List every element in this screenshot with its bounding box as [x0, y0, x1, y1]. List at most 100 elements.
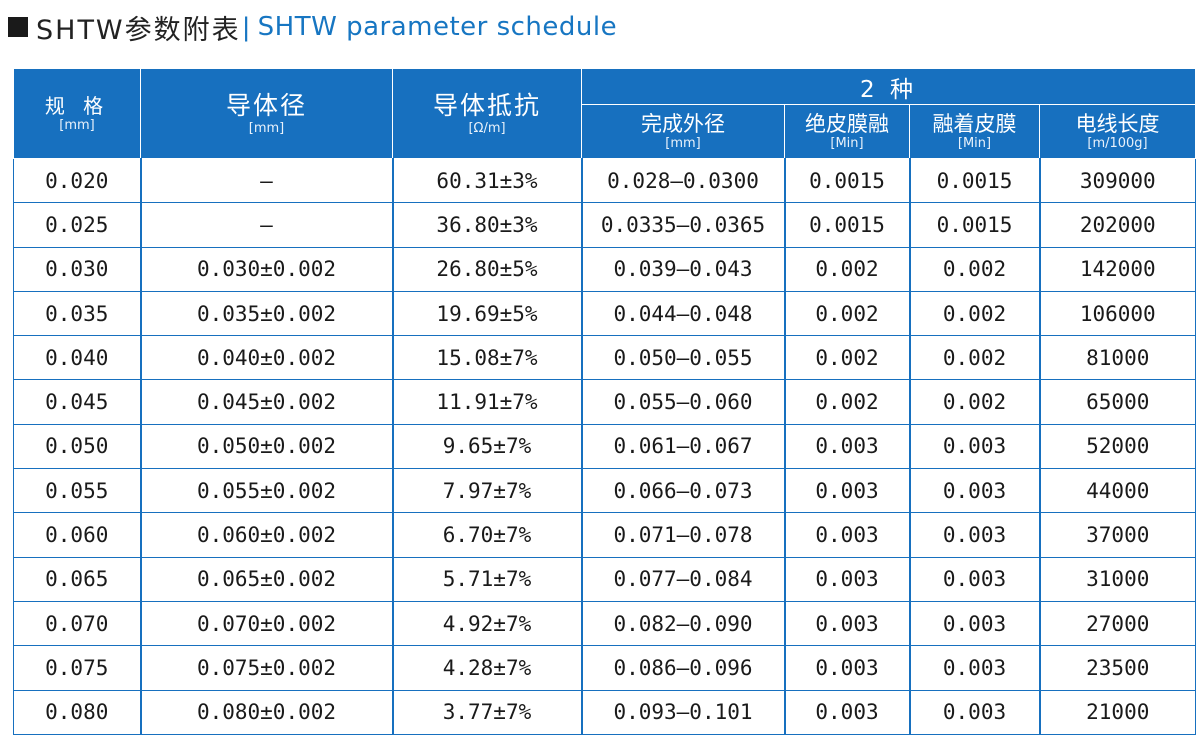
cell-insulation-film: 0.003: [783, 468, 910, 514]
cell-spec: 0.070: [13, 601, 141, 647]
cell-bonding-film: 0.002: [908, 379, 1040, 425]
cell-conductor-resistance: 60.31±3%: [391, 158, 582, 204]
table-row: 0.035 0.035±0.002 19.69±5% 0.044—0.048 0.002…: [13, 291, 1197, 337]
cell-finished-od: 0.066—0.073: [580, 468, 785, 514]
cell-finished-od: 0.039—0.043: [580, 247, 785, 292]
cell-conductor-resistance: 15.08±7%: [391, 335, 582, 381]
cell-conductor-resistance: 19.69±5%: [391, 291, 582, 337]
cell-insulation-film: 0.003: [783, 601, 910, 647]
cell-bonding-film: 0.003: [908, 601, 1040, 647]
cell-spec: 0.075: [13, 645, 141, 691]
square-bullet-icon: [8, 17, 28, 37]
cell-conductor-resistance: 4.28±7%: [391, 645, 582, 691]
cell-bonding-film: 0.0015: [908, 158, 1040, 204]
table-row: 0.045 0.045±0.002 11.91±7% 0.055—0.060 0.002…: [13, 379, 1197, 425]
cell-spec: 0.035: [13, 291, 141, 337]
title-english: SHTW parameter schedule: [257, 12, 618, 42]
parameter-table: 规 格 [mm] 导体径 [mm] 导体抵抗 [Ω/m] 2 种 完成外径 [m…: [13, 68, 1197, 735]
cell-wire-length: 27000: [1038, 601, 1197, 647]
cell-conductor-resistance: 3.77±7%: [391, 690, 582, 735]
cell-wire-length: 44000: [1038, 468, 1197, 514]
cell-insulation-film: 0.002: [783, 247, 910, 292]
table-row: 0.050 0.050±0.002 9.65±7% 0.061—0.067 0.003 0…: [13, 424, 1197, 470]
cell-conductor-diameter: 0.040±0.002: [139, 335, 393, 381]
cell-finished-od: 0.071—0.078: [580, 512, 785, 558]
cell-bonding-film: 0.003: [908, 512, 1040, 558]
cell-insulation-film: 0.0015: [783, 158, 910, 204]
cell-conductor-diameter: —: [139, 202, 393, 248]
header-conductor-resistance: 导体抵抗 [Ω/m]: [392, 68, 582, 159]
header-spec: 规 格 [mm]: [13, 68, 141, 159]
table-row: 0.060 0.060±0.002 6.70±7% 0.071—0.078 0.003 0…: [13, 512, 1197, 558]
cell-conductor-resistance: 6.70±7%: [391, 512, 582, 558]
header-wire-length: 电线长度 [m/100g]: [1038, 104, 1197, 159]
cell-conductor-diameter: 0.055±0.002: [139, 468, 393, 514]
page-title: SHTW参数附表 | SHTW parameter schedule: [8, 8, 617, 46]
header-insulation-film: 绝皮膜融 [Min]: [784, 104, 910, 159]
cell-insulation-film: 0.003: [783, 645, 910, 691]
cell-conductor-diameter: 0.050±0.002: [139, 424, 393, 470]
cell-spec: 0.060: [13, 512, 141, 558]
table-body: 0.020—60.31±3% 0.028—0.0300 0.0015 0.0015 30…: [13, 158, 1197, 735]
cell-wire-length: 37000: [1038, 512, 1197, 558]
cell-conductor-resistance: 4.92±7%: [391, 601, 582, 647]
table-row: 0.020—60.31±3% 0.028—0.0300 0.0015 0.0015 30…: [13, 158, 1197, 204]
cell-insulation-film: 0.002: [783, 379, 910, 425]
cell-spec: 0.045: [13, 379, 141, 425]
title-separator: |: [242, 11, 250, 42]
cell-bonding-film: 0.003: [908, 690, 1040, 735]
cell-finished-od: 0.082—0.090: [580, 601, 785, 647]
cell-conductor-diameter: 0.070±0.002: [139, 601, 393, 647]
cell-finished-od: 0.086—0.096: [580, 645, 785, 691]
cell-bonding-film: 0.002: [908, 335, 1040, 381]
table-row: 0.065 0.065±0.002 5.71±7% 0.077—0.084 0.003 0…: [13, 557, 1197, 602]
cell-finished-od: 0.0335—0.0365: [580, 202, 785, 248]
cell-conductor-diameter: 0.065±0.002: [139, 557, 393, 602]
cell-insulation-film: 0.003: [783, 557, 910, 602]
cell-finished-od: 0.044—0.048: [580, 291, 785, 337]
header-row-group: 规 格 [mm] 导体径 [mm] 导体抵抗 [Ω/m] 2 种: [13, 68, 1197, 159]
cell-spec: 0.065: [13, 557, 141, 602]
table-row: 0.025—36.80±3% 0.0335—0.0365 0.0015 0.0015 2…: [13, 202, 1197, 248]
cell-bonding-film: 0.002: [908, 247, 1040, 292]
header-row-columns: 完成外径 [mm] 绝皮膜融 [Min] 融着皮膜 [Min] 电线长度 [m/…: [14, 104, 1197, 159]
header-bonding-film: 融着皮膜 [Min]: [909, 104, 1040, 159]
cell-wire-length: 106000: [1038, 291, 1197, 337]
cell-wire-length: 23500: [1038, 645, 1197, 691]
header-conductor-diameter: 导体径 [mm]: [140, 68, 393, 159]
cell-bonding-film: 0.0015: [908, 202, 1040, 248]
cell-bonding-film: 0.002: [908, 291, 1040, 337]
cell-conductor-diameter: —: [139, 158, 393, 204]
cell-bonding-film: 0.003: [908, 424, 1040, 470]
cell-conductor-diameter: 0.080±0.002: [139, 690, 393, 735]
cell-spec: 0.020: [13, 158, 141, 204]
cell-finished-od: 0.050—0.055: [580, 335, 785, 381]
cell-conductor-resistance: 9.65±7%: [391, 424, 582, 470]
cell-wire-length: 21000: [1038, 690, 1197, 735]
cell-conductor-diameter: 0.075±0.002: [139, 645, 393, 691]
cell-conductor-resistance: 11.91±7%: [391, 379, 582, 425]
table-row: 0.030 0.030±0.002 26.80±5% 0.039—0.043 0.002…: [13, 247, 1197, 292]
cell-spec: 0.080: [13, 690, 141, 735]
cell-conductor-resistance: 7.97±7%: [391, 468, 582, 514]
cell-conductor-resistance: 5.71±7%: [391, 557, 582, 602]
cell-spec: 0.025: [13, 202, 141, 248]
cell-finished-od: 0.077—0.084: [580, 557, 785, 602]
table-row: 0.055 0.055±0.002 7.97±7% 0.066—0.073 0.003 0…: [13, 468, 1197, 514]
title-chinese: SHTW参数附表: [36, 14, 241, 46]
cell-bonding-film: 0.003: [908, 468, 1040, 514]
cell-conductor-diameter: 0.045±0.002: [139, 379, 393, 425]
cell-wire-length: 142000: [1038, 247, 1197, 292]
cell-conductor-diameter: 0.035±0.002: [139, 291, 393, 337]
cell-wire-length: 81000: [1038, 335, 1197, 381]
table-row: 0.070 0.070±0.002 4.92±7% 0.082—0.090 0.003 0…: [13, 601, 1197, 647]
cell-spec: 0.040: [13, 335, 141, 381]
cell-wire-length: 52000: [1038, 424, 1197, 470]
header-group-type: 2 种: [580, 68, 1197, 105]
cell-conductor-diameter: 0.060±0.002: [139, 512, 393, 558]
header-finished-od: 完成外径 [mm]: [581, 104, 785, 159]
cell-conductor-resistance: 36.80±3%: [391, 202, 582, 248]
cell-insulation-film: 0.0015: [783, 202, 910, 248]
cell-wire-length: 31000: [1038, 557, 1197, 602]
cell-bonding-film: 0.003: [908, 557, 1040, 602]
